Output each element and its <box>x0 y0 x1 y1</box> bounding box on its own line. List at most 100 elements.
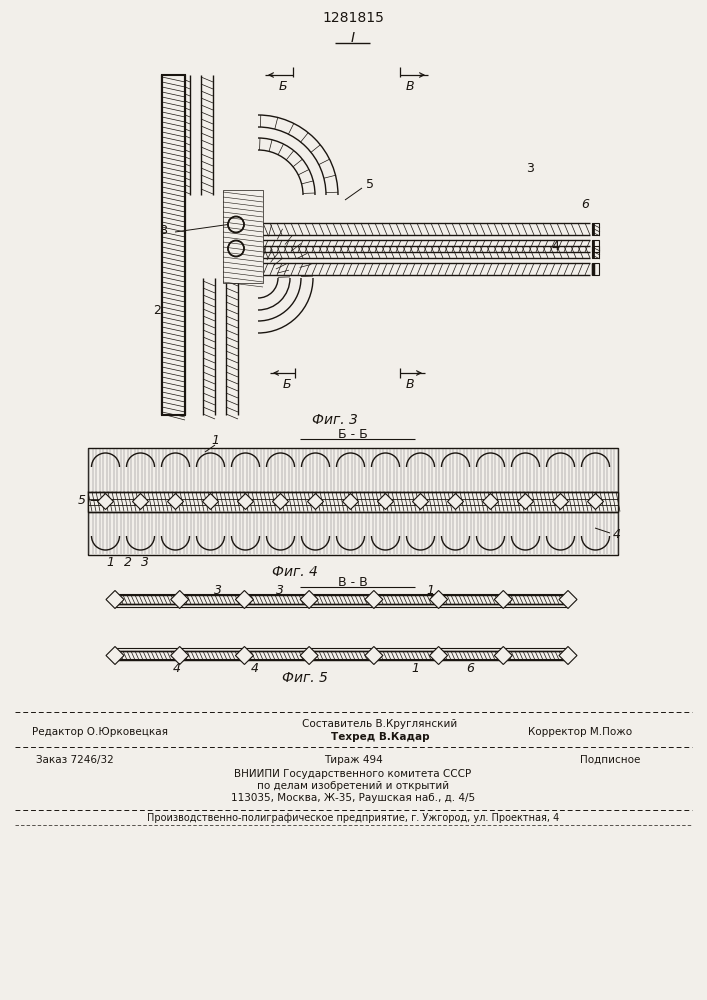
Text: 6: 6 <box>466 662 474 674</box>
Polygon shape <box>170 590 189 608</box>
Bar <box>223 190 263 283</box>
Polygon shape <box>238 493 254 510</box>
Circle shape <box>175 594 185 604</box>
Text: Б - Б: Б - Б <box>338 428 368 440</box>
Polygon shape <box>365 590 383 608</box>
Circle shape <box>240 650 250 660</box>
Polygon shape <box>300 647 318 664</box>
Circle shape <box>498 650 508 660</box>
Polygon shape <box>132 493 148 510</box>
Circle shape <box>522 497 530 506</box>
Text: Фиг. 4: Фиг. 4 <box>272 565 318 579</box>
Circle shape <box>433 594 443 604</box>
Polygon shape <box>588 493 604 510</box>
Text: Б: Б <box>283 378 291 391</box>
Circle shape <box>563 594 573 604</box>
Bar <box>592 240 599 252</box>
Circle shape <box>172 497 180 506</box>
Text: 3: 3 <box>276 584 284 596</box>
Circle shape <box>416 497 424 506</box>
Polygon shape <box>300 590 318 608</box>
Bar <box>592 223 599 235</box>
Text: В: В <box>406 378 414 391</box>
Circle shape <box>175 650 185 660</box>
Circle shape <box>433 650 443 660</box>
Circle shape <box>110 594 120 604</box>
Circle shape <box>369 650 379 660</box>
Text: 1: 1 <box>411 662 419 674</box>
Polygon shape <box>430 647 448 664</box>
Bar <box>115 651 568 660</box>
Text: 4: 4 <box>173 662 181 674</box>
Text: 3: 3 <box>214 584 222 596</box>
Polygon shape <box>98 493 114 510</box>
Text: 113035, Москва, Ж-35, Раушская наб., д. 4/5: 113035, Москва, Ж-35, Раушская наб., д. … <box>231 793 475 803</box>
Text: Тираж 494: Тираж 494 <box>324 755 382 765</box>
Text: 1: 1 <box>106 556 114 570</box>
Text: 4: 4 <box>613 528 621 542</box>
Polygon shape <box>518 493 534 510</box>
Polygon shape <box>552 493 568 510</box>
Text: Подписное: Подписное <box>580 755 640 765</box>
Circle shape <box>312 497 320 506</box>
Text: 2: 2 <box>153 304 161 316</box>
Text: 5: 5 <box>366 178 374 192</box>
Circle shape <box>240 594 250 604</box>
Polygon shape <box>272 493 288 510</box>
Polygon shape <box>235 590 253 608</box>
Circle shape <box>486 497 494 506</box>
Text: I: I <box>351 31 355 45</box>
Circle shape <box>382 497 390 506</box>
Text: Техред В.Кадар: Техред В.Кадар <box>331 732 429 742</box>
Text: Фиг. 3: Фиг. 3 <box>312 413 358 427</box>
Text: Заказ 7246/32: Заказ 7246/32 <box>36 755 114 765</box>
Polygon shape <box>378 493 394 510</box>
Polygon shape <box>494 590 513 608</box>
Bar <box>115 595 568 604</box>
Circle shape <box>563 650 573 660</box>
Polygon shape <box>235 647 253 664</box>
Bar <box>592 263 599 275</box>
Text: 8: 8 <box>159 224 167 236</box>
Circle shape <box>592 497 600 506</box>
Text: 6: 6 <box>581 198 589 212</box>
Text: 1: 1 <box>426 584 434 596</box>
Polygon shape <box>168 493 184 510</box>
Bar <box>88 448 618 555</box>
Circle shape <box>346 497 354 506</box>
Polygon shape <box>170 647 189 664</box>
Polygon shape <box>106 590 124 608</box>
Circle shape <box>136 497 144 506</box>
Text: В: В <box>406 81 414 94</box>
Circle shape <box>102 497 110 506</box>
Text: Б: Б <box>279 81 287 94</box>
Polygon shape <box>430 590 448 608</box>
Bar <box>162 75 185 415</box>
Polygon shape <box>482 493 498 510</box>
Text: 2: 2 <box>124 556 132 570</box>
Circle shape <box>369 594 379 604</box>
Polygon shape <box>308 493 324 510</box>
Text: Редактор О.Юрковецкая: Редактор О.Юрковецкая <box>32 727 168 737</box>
Polygon shape <box>559 647 577 664</box>
Circle shape <box>242 497 250 506</box>
Text: Составитель В.Круглянский: Составитель В.Круглянский <box>303 719 457 729</box>
Circle shape <box>452 497 460 506</box>
Polygon shape <box>559 590 577 608</box>
Circle shape <box>110 650 120 660</box>
Polygon shape <box>365 647 383 664</box>
Circle shape <box>206 497 214 506</box>
Text: 4: 4 <box>251 662 259 674</box>
Polygon shape <box>342 493 358 510</box>
Polygon shape <box>448 493 464 510</box>
Circle shape <box>304 650 314 660</box>
Text: 3: 3 <box>141 556 149 570</box>
Text: Корректор М.Пожо: Корректор М.Пожо <box>528 727 632 737</box>
Circle shape <box>556 497 564 506</box>
Polygon shape <box>106 647 124 664</box>
Circle shape <box>304 594 314 604</box>
Polygon shape <box>412 493 428 510</box>
Text: 1: 1 <box>211 434 219 448</box>
Bar <box>88 491 618 512</box>
Polygon shape <box>494 647 513 664</box>
